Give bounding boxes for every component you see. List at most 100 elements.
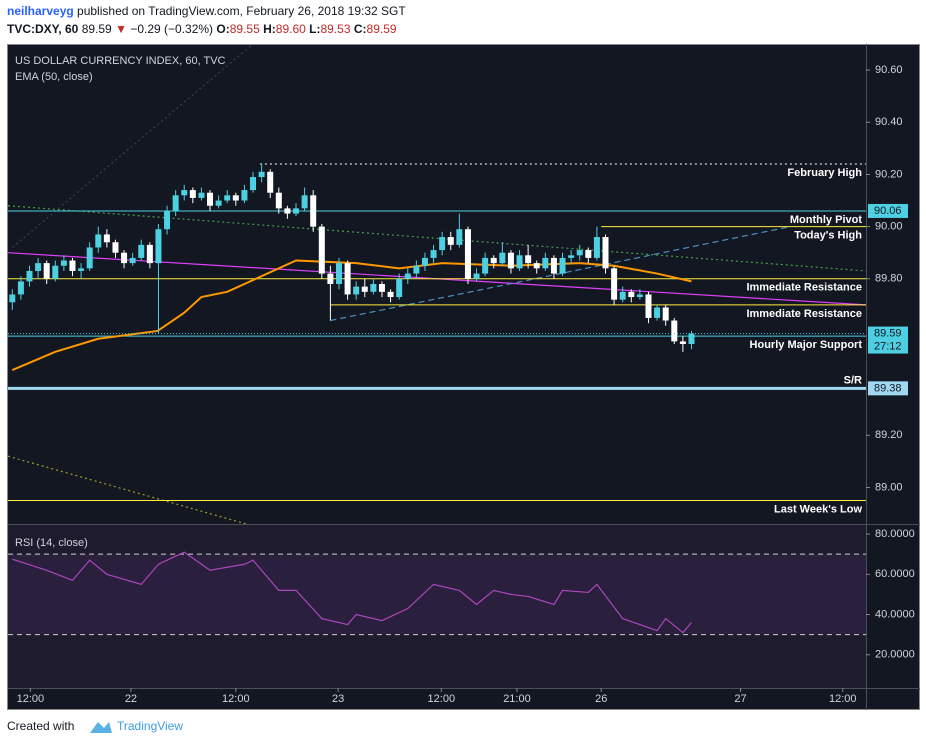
candle-body [533,263,540,269]
candle-body [421,257,428,266]
candle-body [370,284,377,292]
candle-body [232,195,239,201]
candle-body [121,252,128,264]
level-label: February High [787,167,862,179]
candle-body [35,263,42,271]
candle-body [482,257,489,274]
candle-body [172,195,179,211]
candle-body [198,192,205,198]
candle-body [344,263,351,295]
y-tick-label: 20.0000 [875,649,915,661]
user: neilharveyg [7,4,74,18]
candle-body [293,208,300,214]
change: −0.29 (−0.32%) [130,22,213,36]
candle-body [378,284,385,292]
level-label: Immediate Resistance [746,282,862,294]
level-label: Hourly Major Support [750,339,863,351]
level-label: Monthly Pivot [790,214,862,226]
candle-body [310,195,317,227]
candle-body [671,320,678,342]
ohlc-key: C: [354,22,367,36]
candle-body [181,190,188,196]
candle-body [361,286,368,292]
candle-body [636,294,643,298]
ohlc-value: 89.60 [276,22,306,36]
countdown: 27:12 [874,340,902,352]
candle-body [26,270,33,282]
x-tick-label: 12:00 [222,693,250,705]
candle-body [69,260,76,271]
ohlc-key: L: [309,22,320,36]
candle-body [43,263,50,279]
candle-body [60,260,67,266]
y-tick-label: 90.60 [875,64,903,76]
candle-body [17,281,24,295]
last: 89.59 [82,22,112,36]
main-pane [8,44,866,524]
candle-body [250,177,257,191]
candle-body [464,229,471,279]
level-label: Immediate Resistance [746,308,862,320]
candle-body [662,307,669,321]
candle-body [654,307,661,318]
y-tick-label: 90.40 [875,116,903,128]
candle-body [301,195,308,209]
candle-body [138,244,145,258]
candle-body [275,192,282,209]
level-label: Today's High [794,230,862,242]
ema-line [11,259,692,372]
rsi-line [12,551,692,634]
candle-body [129,257,136,264]
candle-body [112,242,119,253]
chart-title: US DOLLAR CURRENCY INDEX, 60, TVC [15,55,226,67]
candle-body [568,255,575,258]
candle-body [447,237,454,245]
rsi-pane [8,551,866,636]
y-tick-label: 89.20 [875,429,903,441]
candle-body [9,294,16,303]
level-label: Last Week's Low [774,503,862,515]
candle-body [207,192,214,206]
level-label: S/R [844,374,862,386]
x-tick-label: 27 [734,693,746,705]
y-tick-label: 60.0000 [875,568,915,580]
candle-body [284,208,291,214]
candle-body [593,237,600,258]
candle-body [490,257,497,264]
candle-body [602,237,609,269]
published: published on TradingView.com, February 2… [74,4,407,18]
candle-body [456,229,463,245]
arrow: ▼ [115,22,127,36]
last-price-label: 89.59 [874,327,902,339]
price-tag [868,203,908,218]
candle-body [258,171,265,178]
price-tag [868,381,908,396]
candle-body [52,265,59,279]
candle-body [439,237,446,251]
candle-body [525,255,532,264]
ohlc-value: 89.59 [367,22,397,36]
candle-body [611,268,618,300]
ohlc-value: 89.55 [230,22,260,36]
ohlc-key: H: [263,22,276,36]
candle-body [542,257,549,269]
candle-body [499,252,506,264]
candle-body [585,250,592,258]
candle-body [507,252,514,269]
candle-body [146,244,153,264]
candle-body [559,257,566,274]
y-tick-label: 89.80 [875,273,903,285]
footer-created: Created with [7,719,74,733]
candle-body [267,171,274,193]
candle-body [215,200,222,206]
candle-body [628,291,635,298]
candle-body [404,273,411,279]
candle-body [688,333,695,344]
rsi-band [8,554,866,635]
candle-body [241,190,248,201]
candle-body [189,190,196,198]
candle-body [516,255,523,269]
candle-body [550,257,557,274]
x-tick-label: 21:00 [503,693,531,705]
